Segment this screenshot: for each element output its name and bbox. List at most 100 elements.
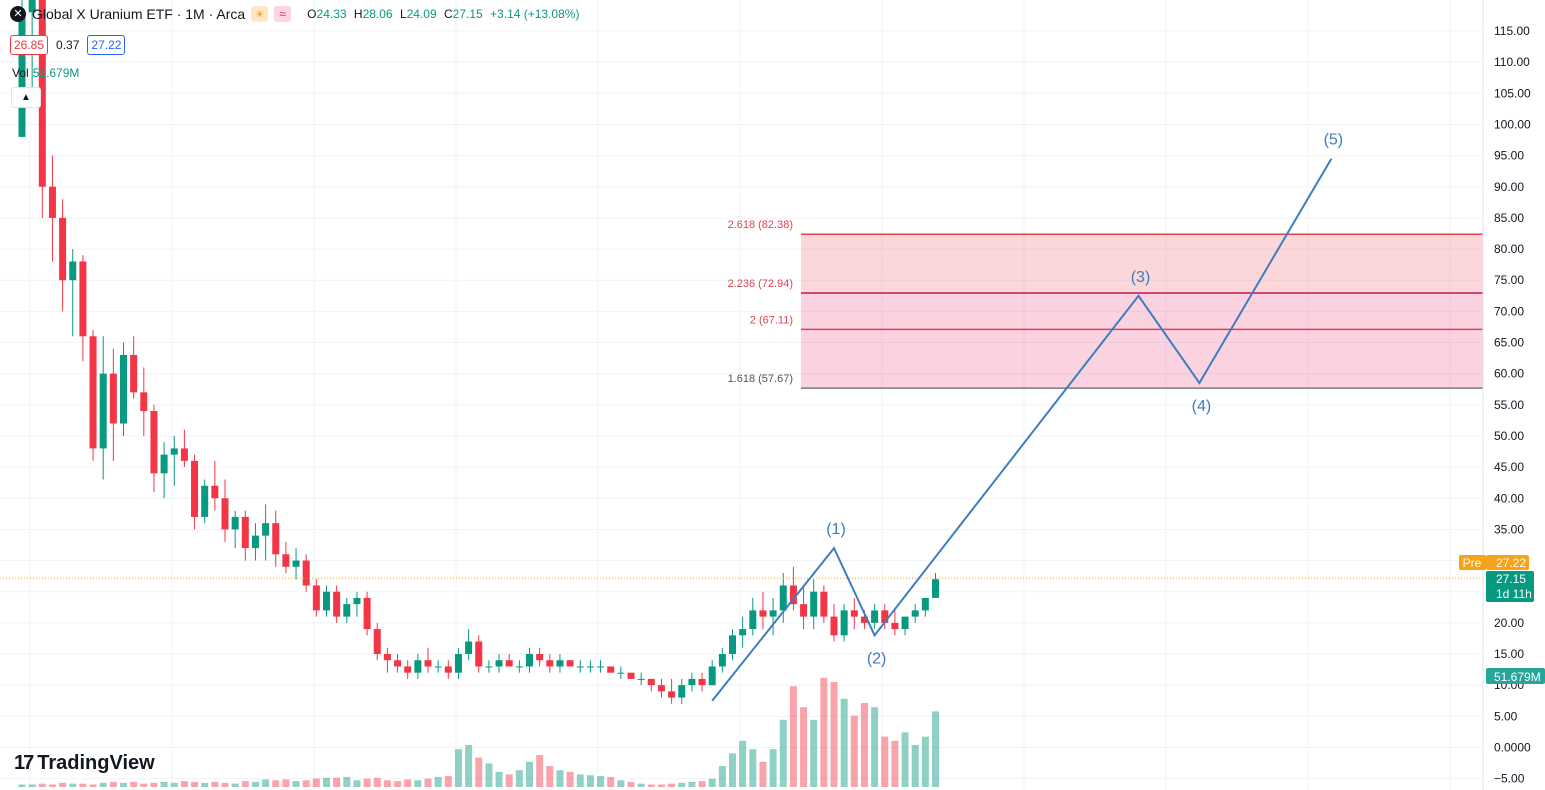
- volume-bar: [333, 777, 341, 787]
- candle-body: [130, 354, 138, 393]
- volume-bar: [292, 781, 300, 787]
- tradingview-logo[interactable]: 17 TradingView: [14, 752, 155, 775]
- candle-body: [698, 678, 706, 686]
- volume-legend: Vol 51.679M: [12, 66, 79, 80]
- volume-bar: [383, 780, 391, 787]
- candle-body: [343, 604, 351, 617]
- candle-body: [850, 610, 858, 617]
- volume-bar: [170, 782, 178, 787]
- pre-badge-value: 27.22: [1496, 556, 1526, 570]
- volume-bar: [251, 781, 259, 787]
- price-tick-label: 35.00: [1494, 522, 1524, 536]
- volume-bar: [576, 774, 584, 787]
- volume-bar: [465, 745, 473, 787]
- volume-bar: [231, 783, 239, 787]
- wave-label: (4): [1192, 398, 1212, 415]
- price-tick-label: 95.00: [1494, 149, 1524, 163]
- volume-bar: [221, 782, 229, 787]
- candle-body: [302, 560, 310, 586]
- close-label: C: [444, 7, 453, 21]
- candle-body: [312, 585, 320, 611]
- volume-bar: [241, 781, 249, 787]
- volume-bar: [150, 782, 158, 787]
- volume-bar: [688, 781, 696, 787]
- candle-body: [170, 448, 178, 455]
- volume-bar: [38, 783, 46, 787]
- volume-bar: [932, 711, 939, 787]
- candle-body: [485, 666, 493, 668]
- candle-body: [201, 485, 209, 517]
- elliott-wave-drawing[interactable]: (1) (2) (3) (4) (5): [711, 132, 1343, 702]
- volume-bar: [627, 781, 635, 787]
- price-tick-label: 45.00: [1494, 460, 1524, 474]
- candle-body: [282, 554, 290, 567]
- volume-label[interactable]: Vol: [12, 66, 29, 80]
- close-value: 27.15: [452, 7, 483, 21]
- price-tick-label: 70.00: [1494, 304, 1524, 318]
- wave-label: (1): [826, 521, 846, 538]
- volume-bar: [546, 766, 554, 787]
- volume-bar: [475, 757, 483, 787]
- collapse-legend-button[interactable]: ▲: [11, 87, 41, 108]
- candle-body: [556, 660, 564, 667]
- volume-bar: [526, 761, 533, 787]
- volume-bar: [79, 783, 87, 787]
- symbol-title[interactable]: Global X Uranium ETF · 1M · Arca: [32, 6, 246, 22]
- candle-body: [688, 678, 696, 686]
- candle-body: [394, 660, 402, 667]
- volume-bar: [840, 698, 848, 787]
- volume-bar: [759, 761, 767, 787]
- candle-body: [38, 0, 46, 187]
- candle-body: [505, 660, 513, 667]
- volume-bar: [89, 784, 97, 787]
- price-axis[interactable]: [1482, 0, 1545, 790]
- volume-bar: [201, 782, 209, 787]
- candle-body: [647, 678, 655, 686]
- candle-body: [800, 604, 808, 617]
- candle-body: [586, 666, 594, 668]
- volume-bar: [495, 771, 503, 787]
- candle-body: [830, 616, 838, 636]
- candle-body: [475, 641, 483, 667]
- volume-bar: [911, 745, 919, 787]
- volume-bar: [191, 781, 199, 787]
- volume-bar: [48, 784, 56, 787]
- volume-bar: [434, 776, 442, 787]
- volume-bar: [678, 782, 686, 787]
- candle-body: [536, 654, 544, 661]
- candle-body: [363, 597, 371, 630]
- candle-body: [231, 516, 239, 530]
- volume-badge-value: 51.679M: [1494, 670, 1541, 684]
- bid-button[interactable]: 26.85: [10, 35, 49, 55]
- grid-lines: [0, 0, 1483, 790]
- countdown-badge-value: 1d 11h: [1496, 587, 1532, 601]
- candle-body: [353, 597, 361, 605]
- ask-button[interactable]: 27.22: [87, 35, 126, 55]
- candle-body: [637, 678, 645, 680]
- price-tick-label: 100.00: [1494, 117, 1531, 131]
- volume-bar: [789, 686, 797, 787]
- volume-value: 51.679M: [32, 66, 80, 80]
- last-price-badge-value: 27.15: [1496, 572, 1526, 586]
- sun-icon[interactable]: ☀: [251, 6, 269, 22]
- wave-icon[interactable]: ≈: [274, 6, 292, 22]
- candle-body: [739, 629, 747, 636]
- volume-bar: [120, 782, 127, 787]
- close-circle-icon[interactable]: ✕: [10, 6, 26, 22]
- volume-bar: [59, 782, 67, 787]
- volume-bar: [850, 715, 858, 787]
- volume-bar: [262, 779, 270, 787]
- candle-body: [140, 392, 148, 412]
- volume-bar: [729, 753, 736, 787]
- candle-body: [211, 485, 219, 499]
- volume-bar: [871, 707, 879, 787]
- price-tick-label: 115.00: [1494, 24, 1530, 38]
- volume-bar: [272, 780, 280, 787]
- candle-body: [89, 336, 97, 449]
- volume-bar: [566, 771, 574, 787]
- candle-body: [241, 516, 249, 549]
- fibonacci-extension[interactable]: 2.618 (82.38) 2.236 (72.94) 2 (67.11) 1.618…: [728, 219, 1483, 389]
- candle-body: [627, 672, 635, 679]
- volume-bar: [180, 781, 188, 787]
